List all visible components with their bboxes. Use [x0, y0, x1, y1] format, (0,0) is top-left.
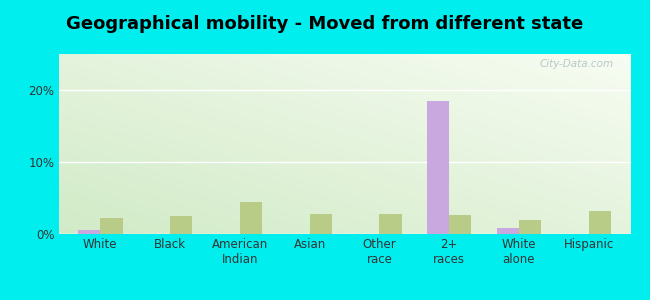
Bar: [100, 218, 123, 234]
Bar: [78, 230, 100, 234]
Bar: [589, 211, 611, 234]
Bar: [380, 214, 402, 234]
Bar: [427, 101, 449, 234]
Text: City-Data.com: City-Data.com: [540, 59, 614, 69]
Bar: [519, 220, 541, 234]
Bar: [170, 216, 192, 234]
Bar: [240, 202, 262, 234]
Text: Geographical mobility - Moved from different state: Geographical mobility - Moved from diffe…: [66, 15, 584, 33]
Bar: [497, 228, 519, 234]
Bar: [309, 214, 332, 234]
Bar: [449, 214, 471, 234]
